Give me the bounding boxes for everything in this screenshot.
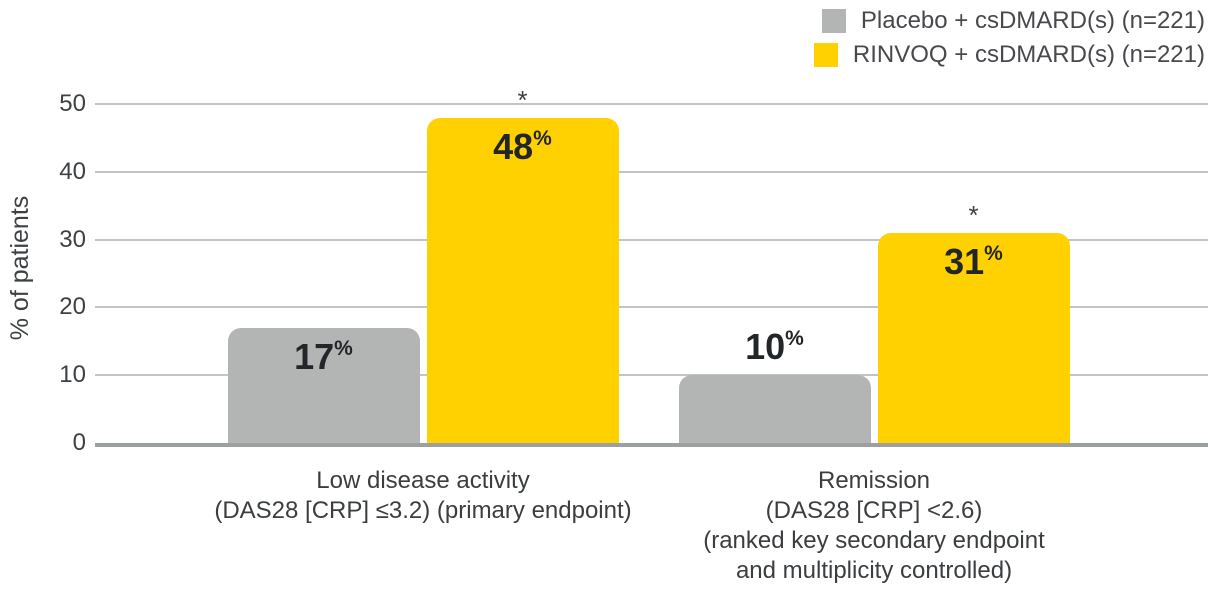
y-tick-label-20: 20 [59, 293, 86, 321]
bar-value-label: 31% [878, 240, 1070, 282]
legend-item-2: RINVOQ + csDMARD(s) (n=221) [813, 41, 1205, 68]
rinvoq-bar-1 [426, 117, 619, 443]
legend-label: Placebo + csDMARD(s) (n=221) [860, 7, 1205, 34]
placebo-bar-2 [678, 375, 871, 443]
bar-value-number: 17 [294, 335, 335, 377]
legend-swatch [821, 8, 846, 33]
legend-label: RINVOQ + csDMARD(s) (n=221) [852, 41, 1205, 68]
bar-value-number: 10 [745, 326, 786, 368]
y-tick-label-40: 40 [59, 157, 86, 185]
y-tick-label-50: 50 [59, 90, 86, 117]
x-axis-label-line: and multiplicity controlled) [735, 557, 1013, 584]
x-axis-label-1: Low disease activity (DAS28 [CRP] ≤3.2) (… [163, 466, 683, 526]
placebo-bar-1 [227, 327, 420, 443]
x-axis-label-line: (DAS28 [CRP] <2.6) [765, 497, 983, 524]
x-axis-label-line: (DAS28 [CRP] ≤3.2) (primary endpoint) [214, 497, 632, 524]
rinvoq-bar-2 [877, 232, 1070, 443]
x-axis-label-line: (ranked key secondary endpoint [703, 527, 1045, 554]
bar-value-number: 31 [944, 240, 985, 282]
bar-value-percent-sign: % [533, 126, 552, 150]
gridline-20 [95, 306, 1208, 309]
bar-value-percent-sign: % [785, 327, 804, 351]
y-tick-label-10: 10 [59, 361, 86, 389]
bar-value-label: 10% [679, 327, 871, 367]
legend-swatch [813, 42, 838, 67]
gridline-40 [95, 170, 1208, 173]
gridline-10 [95, 374, 1208, 377]
significance-asterisk: * [517, 84, 528, 115]
bar-value-label: 48% [427, 125, 619, 167]
bar-value-percent-sign: % [984, 241, 1003, 265]
x-axis-line [95, 443, 1208, 447]
y-tick-label-0: 0 [72, 429, 86, 456]
y-tick-label-30: 30 [59, 225, 86, 253]
bar-value-percent-sign: % [334, 336, 353, 360]
gridline-50 [95, 103, 1208, 105]
legend-item-1: Placebo + csDMARD(s) (n=221) [814, 8, 1205, 33]
x-axis-label-line: Low disease activity [316, 467, 530, 494]
x-axis-label-line: Remission [817, 467, 931, 494]
x-axis-label-2: Remission (DAS28 [CRP] <2.6) (ranked key s… [614, 466, 1134, 586]
significance-asterisk: * [968, 199, 979, 230]
legend: Placebo + csDMARD(s) (n=221) RINVOQ + csD… [813, 8, 1205, 68]
bar-value-number: 48 [493, 125, 534, 167]
bar-value-label: 17% [228, 335, 420, 377]
gridline-30 [95, 238, 1208, 241]
